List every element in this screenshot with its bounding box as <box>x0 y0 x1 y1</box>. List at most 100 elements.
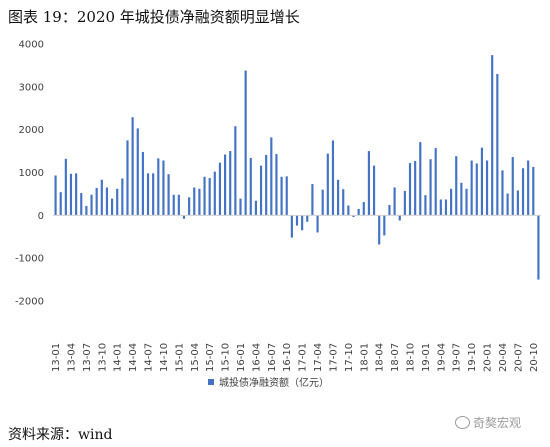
x-tick-label: 14-04 <box>128 343 139 372</box>
bar <box>249 157 252 216</box>
x-tick-label: 15-04 <box>190 343 201 372</box>
source-note: 资料来源：wind <box>8 427 113 443</box>
bar <box>357 208 360 216</box>
bar <box>532 166 535 216</box>
bar <box>429 159 432 216</box>
bar <box>131 117 134 216</box>
chart-title: 图表 19：2020 年城投债净融资额明显增长 <box>8 8 300 26</box>
x-tick-label: 17-01 <box>298 343 309 372</box>
bar <box>537 215 540 280</box>
bar <box>362 202 365 216</box>
bar <box>110 198 114 216</box>
bar <box>393 187 396 216</box>
x-tick-label: 17-04 <box>313 343 324 372</box>
bar <box>259 165 263 216</box>
x-tick-label: 19-10 <box>467 343 478 372</box>
x-tick-label: 14-10 <box>159 343 170 372</box>
bar <box>275 154 278 216</box>
bar <box>424 195 427 216</box>
bar <box>480 147 484 216</box>
bar <box>177 194 180 216</box>
bar <box>301 215 304 231</box>
bar <box>270 137 273 216</box>
bar <box>306 215 309 222</box>
x-tick-label: 18-04 <box>375 343 386 372</box>
bar <box>213 171 216 216</box>
bar <box>460 182 463 216</box>
bar <box>527 160 530 216</box>
x-tick-label: 20-04 <box>498 343 509 372</box>
x-tick-label: 17-07 <box>328 343 339 372</box>
bar <box>167 174 170 216</box>
bar <box>224 154 227 216</box>
bar <box>496 73 499 216</box>
bar <box>408 163 412 216</box>
bar <box>152 173 155 216</box>
x-tick-label: 15-10 <box>221 343 232 372</box>
bar <box>208 178 211 216</box>
watermark-text: 奇獒宏观 <box>473 416 522 430</box>
bar <box>521 168 525 216</box>
bar <box>265 154 268 216</box>
bar <box>403 190 406 216</box>
bar <box>234 126 237 216</box>
bar <box>475 163 478 216</box>
bar <box>434 148 437 216</box>
bar <box>352 215 355 218</box>
bar <box>105 187 109 216</box>
bar <box>198 188 201 216</box>
bar <box>80 193 83 216</box>
legend: 城投债净融资额（亿元） <box>208 376 329 389</box>
bar <box>455 156 458 216</box>
bar <box>172 194 175 216</box>
bar <box>254 200 257 216</box>
bars <box>54 55 540 280</box>
bar <box>444 199 448 216</box>
bar <box>280 176 283 216</box>
legend-label: 城投债净融资额（亿元） <box>219 376 329 389</box>
bar <box>439 199 442 216</box>
bar <box>326 153 329 216</box>
x-tick-label: 13-04 <box>66 343 77 372</box>
y-tick-label: 2000 <box>19 125 44 136</box>
x-tick-label: 13-10 <box>97 343 108 372</box>
bar <box>465 188 468 216</box>
bar <box>136 128 139 216</box>
bar <box>244 70 247 216</box>
bar <box>193 187 196 216</box>
bar <box>321 189 324 216</box>
x-tick-label: 18-10 <box>406 343 417 372</box>
y-tick-label: 3000 <box>19 82 44 93</box>
bar <box>239 198 242 216</box>
bar <box>383 215 386 236</box>
watermark: 奇獒宏观 <box>455 414 521 431</box>
bar <box>229 151 232 216</box>
bar <box>126 140 129 216</box>
bar <box>85 205 88 216</box>
bar <box>290 215 293 238</box>
bar <box>218 162 222 216</box>
x-tick-label: 15-01 <box>174 343 185 372</box>
bar <box>506 193 509 216</box>
bar <box>347 205 350 216</box>
x-tick-label: 19-04 <box>436 343 447 372</box>
x-tick-label: 18-01 <box>359 343 370 372</box>
x-tick-label: 16-07 <box>267 343 278 372</box>
bar <box>95 187 98 216</box>
x-tick-label: 20-01 <box>483 343 494 372</box>
y-tick-label: 0 <box>38 211 44 222</box>
x-tick-label: 19-07 <box>452 343 463 372</box>
x-tick-label: 17-10 <box>344 343 355 372</box>
y-tick-label: 4000 <box>19 40 44 51</box>
bar <box>64 158 67 216</box>
bar <box>90 194 93 216</box>
x-tick-label: 16-10 <box>282 343 293 372</box>
x-tick-label: 15-07 <box>205 343 216 372</box>
y-tick-label: 1000 <box>19 168 44 179</box>
bar <box>342 189 345 216</box>
wechat-icon <box>455 416 470 429</box>
bar <box>419 142 422 216</box>
y-tick-label: -2000 <box>15 297 44 308</box>
x-tick-label: 13-07 <box>82 343 93 372</box>
